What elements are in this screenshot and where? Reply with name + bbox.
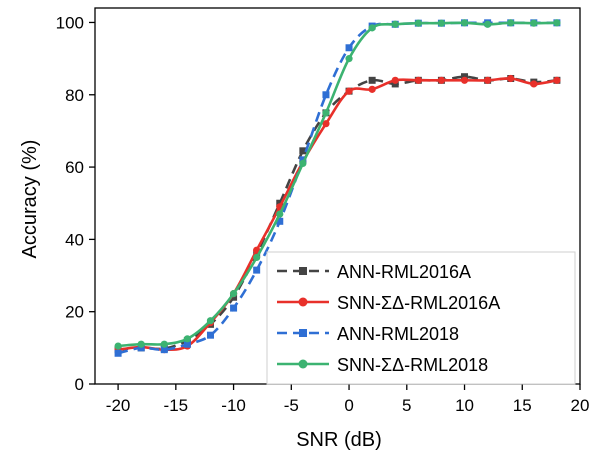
data-point xyxy=(484,76,492,84)
legend-marker xyxy=(299,329,307,337)
legend-label: SNN-ΣΔ-RML2018 xyxy=(337,355,488,375)
x-tick-label: -5 xyxy=(284,396,299,415)
data-point xyxy=(530,80,538,88)
data-point xyxy=(437,19,446,27)
x-tick-label: 0 xyxy=(344,396,353,415)
data-point xyxy=(183,340,191,348)
series-3 xyxy=(114,19,561,350)
series-layer xyxy=(114,19,561,357)
data-point xyxy=(206,331,214,339)
data-point xyxy=(230,293,238,301)
legend-label: ANN-RML2016A xyxy=(337,262,471,282)
y-axis-title: Accuracy (%) xyxy=(19,140,41,259)
x-tick-label: -20 xyxy=(106,396,131,415)
data-point xyxy=(461,73,469,81)
legend-box xyxy=(266,251,576,385)
legend-marker xyxy=(299,267,307,275)
data-point xyxy=(114,349,122,357)
y-tick-label: 60 xyxy=(65,158,84,177)
data-point xyxy=(230,304,238,312)
data-point xyxy=(414,19,422,27)
data-point xyxy=(276,199,284,207)
y-tick-label: 20 xyxy=(65,303,84,322)
y-tick-label: 80 xyxy=(65,86,84,105)
data-point xyxy=(484,20,492,28)
data-point xyxy=(391,20,399,28)
data-point xyxy=(553,76,561,84)
x-axis-title: SNR (dB) xyxy=(296,429,382,451)
legend-marker xyxy=(298,359,308,369)
x-tick-label: 20 xyxy=(571,396,590,415)
legend-marker xyxy=(298,297,308,307)
legend-label: ANN-RML2018 xyxy=(337,324,459,344)
data-point xyxy=(322,109,330,117)
axes: -20 -15 -10 -5 0 5 10 15 20 0 20 40 60 80 100 xyxy=(56,7,590,415)
data-point xyxy=(345,44,353,52)
data-point xyxy=(530,19,538,27)
data-point xyxy=(299,156,307,164)
x-tick-label: 15 xyxy=(513,396,532,415)
x-tick-label: -10 xyxy=(221,396,246,415)
y-tick-label: 0 xyxy=(75,375,84,394)
data-point xyxy=(322,120,330,128)
data-point xyxy=(368,24,376,32)
data-point xyxy=(368,85,376,93)
data-point xyxy=(229,290,238,298)
data-point xyxy=(253,250,261,258)
data-point xyxy=(253,253,261,262)
data-point xyxy=(137,344,145,352)
data-point xyxy=(160,346,168,354)
data-point xyxy=(345,87,353,95)
data-point xyxy=(391,76,399,84)
data-point xyxy=(299,147,307,155)
data-point xyxy=(183,335,191,343)
data-point xyxy=(206,317,215,325)
data-point xyxy=(507,74,515,83)
x-tick-label: 5 xyxy=(402,396,411,415)
data-point xyxy=(414,76,422,84)
data-point xyxy=(299,159,307,168)
x-tick-label: -15 xyxy=(164,396,189,415)
data-point xyxy=(345,55,353,63)
data-point xyxy=(160,340,168,348)
data-point xyxy=(460,76,469,84)
legend: ANN-RML2016A SNN-ΣΔ-RML2016A ANN-RML2018 SN… xyxy=(266,251,576,385)
data-point xyxy=(276,210,284,218)
data-point xyxy=(368,76,376,84)
y-tick-label: 40 xyxy=(65,230,84,249)
data-point xyxy=(114,342,122,350)
y-tick-label: 100 xyxy=(56,13,84,32)
data-point xyxy=(276,217,284,225)
x-tick-label: 10 xyxy=(455,396,474,415)
data-point xyxy=(322,91,330,99)
data-point xyxy=(507,19,515,27)
legend-label: SNN-ΣΔ-RML2016A xyxy=(337,293,500,313)
data-point xyxy=(460,19,469,27)
data-point xyxy=(437,76,446,84)
data-point xyxy=(137,340,145,348)
data-point xyxy=(253,266,261,274)
data-point xyxy=(391,80,399,88)
data-point xyxy=(553,19,561,27)
